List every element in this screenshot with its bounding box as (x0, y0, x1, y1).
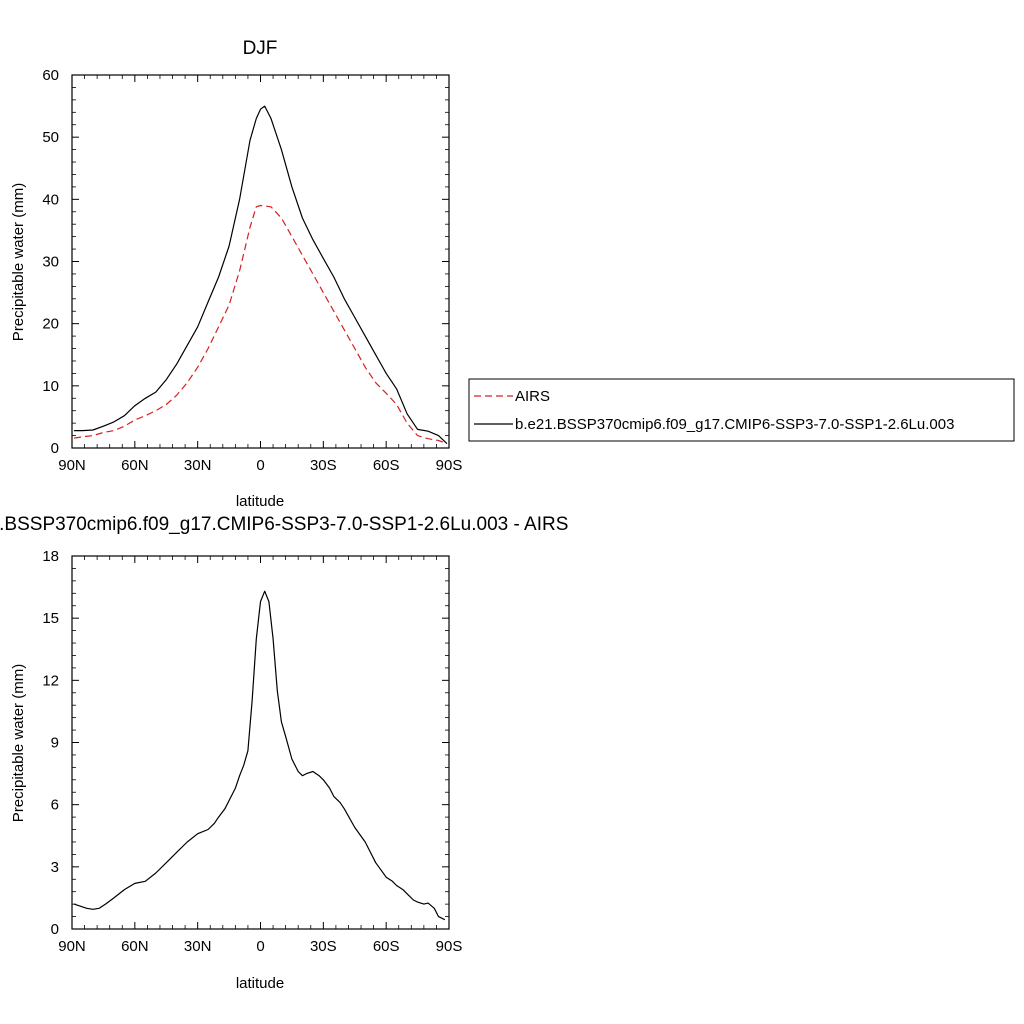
y-tick-label: 0 (51, 440, 59, 457)
x-tick-label: 60N (121, 457, 149, 474)
legend-label-model: b.e21.BSSP370cmip6.f09_g17.CMIP6-SSP3-7.… (515, 416, 954, 433)
series-line-airs (74, 204, 448, 445)
x-tick-label: 30S (310, 457, 337, 474)
x-tick-label: 30N (184, 457, 212, 474)
x-tick-label: 0 (256, 457, 264, 474)
x-tick-label: 90S (436, 457, 463, 474)
series-line-difference (73, 590, 446, 921)
legend: AIRS b.e21.BSSP370cmip6.f09_g17.CMIP6-SS… (468, 378, 1015, 442)
y-tick-label: 20 (42, 316, 59, 333)
x-tick-label: 30N (184, 938, 212, 955)
top-y-axis-label: Precipitable water (mm) (10, 183, 27, 341)
y-tick-label: 60 (42, 67, 59, 84)
x-tick-label: 60S (373, 938, 400, 955)
bottom-x-axis-label: latitude (236, 975, 284, 992)
x-tick-label: 60N (121, 938, 149, 955)
legend-label-airs: AIRS (515, 388, 550, 405)
bottom-chart-title: b.e21.BSSP370cmip6.f09_g17.CMIP6-SSP3-7.… (0, 514, 568, 535)
top-plot-frame (71, 74, 450, 449)
bottom-series-lines (73, 590, 446, 921)
bottom-axis-ticks: 90N 60N 30N 0 30S 60S 90S 0 3 6 9 12 15 18 (42, 548, 462, 955)
y-tick-label: 10 (42, 378, 59, 395)
series-line-model (74, 105, 448, 445)
x-tick-label: 90S (436, 938, 463, 955)
y-tick-label: 40 (42, 191, 59, 208)
y-tick-label: 9 (51, 735, 59, 752)
bottom-y-axis-label: Precipitable water (mm) (10, 664, 27, 822)
x-tick-label: 90N (58, 457, 86, 474)
bottom-chart: b.e21.BSSP370cmip6.f09_g17.CMIP6-SSP3-7.… (0, 514, 568, 992)
top-axis-ticks: 90N 60N 30N 0 30S 60S 90S 0 10 20 30 40 50 60 (42, 67, 462, 474)
x-tick-label: 30S (310, 938, 337, 955)
legend-box (468, 378, 1015, 442)
x-tick-label: 0 (256, 938, 264, 955)
y-tick-label: 6 (51, 797, 59, 814)
top-series-lines (74, 105, 448, 445)
top-chart: DJF 90N 60N 30N 0 30S 60S 90S 0 10 20 30 40 50 60 lat… (10, 38, 462, 510)
y-tick-label: 3 (51, 859, 59, 876)
y-tick-label: 15 (42, 610, 59, 627)
y-tick-label: 50 (42, 129, 59, 146)
top-chart-title: DJF (243, 38, 278, 59)
x-tick-label: 60S (373, 457, 400, 474)
y-tick-label: 30 (42, 254, 59, 271)
y-tick-label: 0 (51, 921, 59, 938)
x-tick-label: 90N (58, 938, 86, 955)
y-tick-label: 12 (42, 672, 59, 689)
bottom-plot-frame (71, 555, 450, 930)
top-x-axis-label: latitude (236, 493, 284, 510)
y-tick-label: 18 (42, 548, 59, 565)
